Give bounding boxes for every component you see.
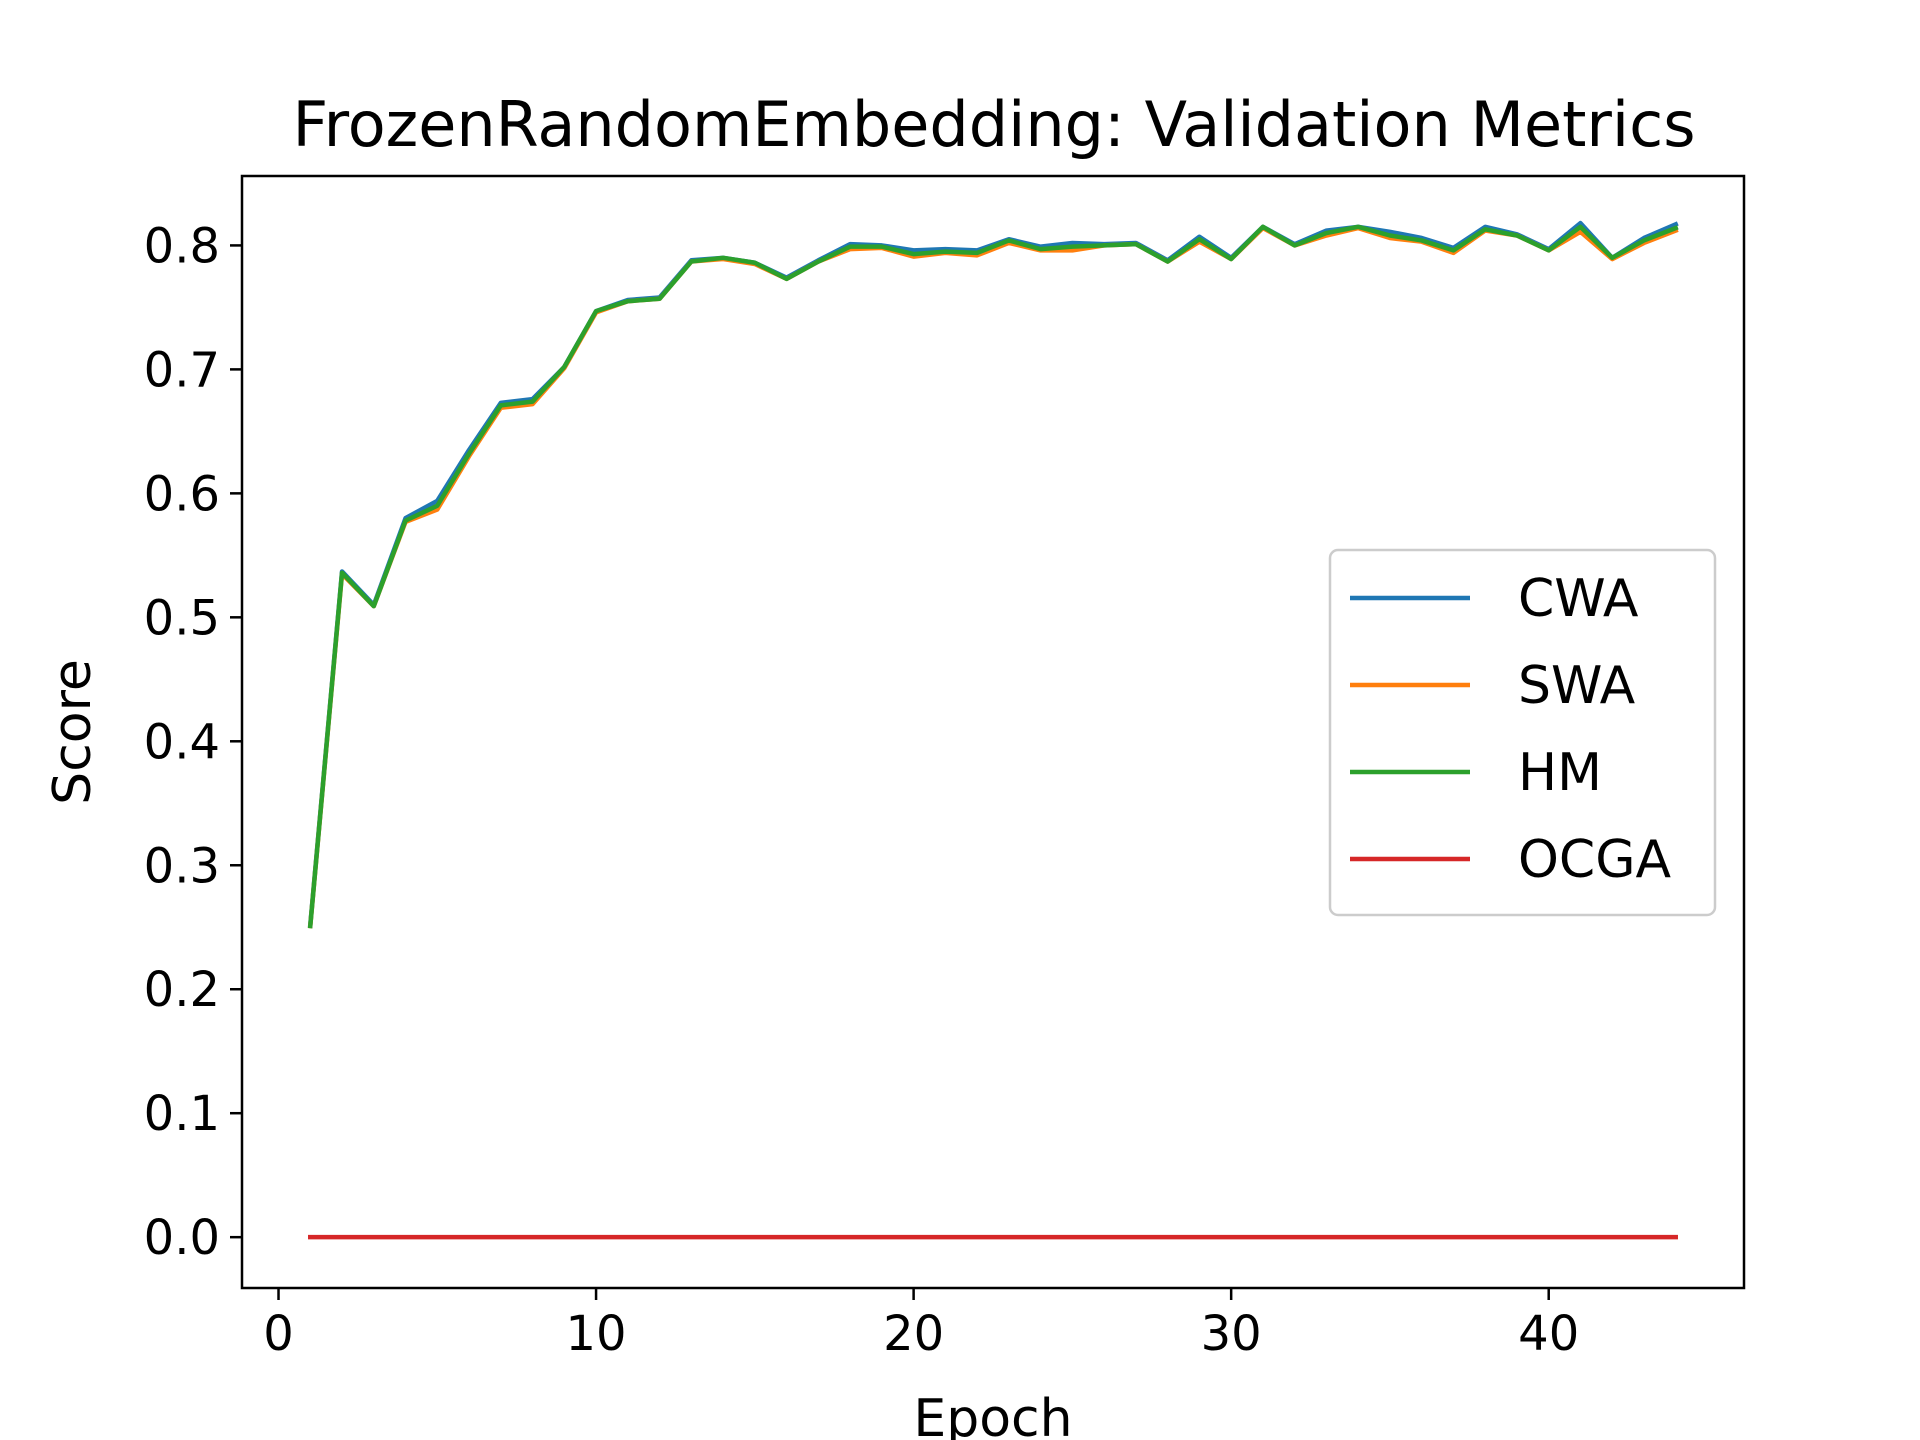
legend-frame: [1328, 548, 1717, 917]
legend: CWA SWA HM OCGA: [1328, 548, 1717, 917]
x-axis-label: Epoch: [913, 1389, 1072, 1440]
x-tick-label: 20: [883, 1306, 944, 1362]
x-tick-label: 0: [263, 1306, 294, 1362]
legend-label-swa: SWA: [1518, 656, 1636, 716]
plot-area-frame: [240, 174, 1746, 1290]
y-tick-label: 0.1: [144, 1086, 220, 1142]
legend-label-ocga: OCGA: [1518, 830, 1672, 890]
y-tick-label: 0.4: [144, 714, 220, 770]
legend-items: CWA SWA HM OCGA: [1350, 569, 1672, 890]
x-tick-label: 40: [1518, 1306, 1579, 1362]
y-tick-label: 0.0: [144, 1210, 220, 1266]
y-tick-label: 0.7: [144, 342, 220, 398]
y-tick-label: 0.5: [144, 590, 220, 646]
x-tick-label: 10: [566, 1306, 627, 1362]
y-tick-label: 0.3: [144, 838, 220, 894]
series-layer: [307, 220, 1679, 1240]
y-tick-label: 0.2: [144, 962, 220, 1018]
legend-label-hm: HM: [1518, 743, 1602, 803]
y-tick-label: 0.8: [144, 218, 220, 274]
y-axis-label: Score: [43, 659, 103, 805]
chart-title: FrozenRandomEmbedding: Validation Metric…: [292, 88, 1695, 161]
x-tick-label: 30: [1201, 1306, 1262, 1362]
legend-label-cwa: CWA: [1518, 569, 1639, 629]
y-tick-label: 0.6: [144, 466, 220, 522]
series-line-hm: [307, 224, 1679, 929]
ticks-layer: 0 10 20 30 40 0.0 0.1 0.2 0.3 0.4 0.5 0.6 0.7 0.8: [144, 218, 1580, 1362]
